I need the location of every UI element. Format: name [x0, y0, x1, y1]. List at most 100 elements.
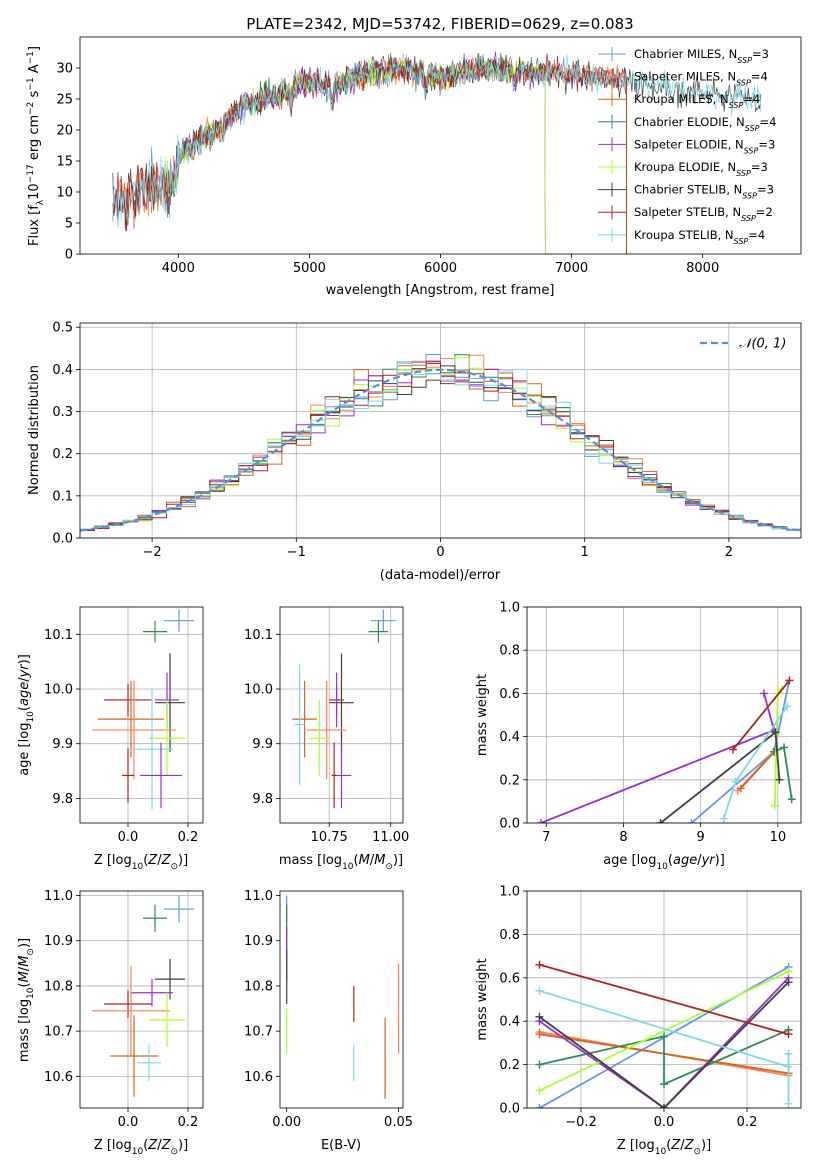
y-tick-label: 9.8	[252, 792, 273, 807]
x-tick-label: 0.00	[272, 1115, 301, 1130]
y-tick-label: 10.6	[44, 1070, 73, 1085]
y-tick-label: 10.7	[244, 1025, 273, 1040]
x-tick-label: 6000	[424, 261, 457, 276]
x-tick-label: 2	[725, 545, 733, 560]
errorbar-chabrier-elodie	[143, 904, 167, 932]
weight-marker	[656, 819, 665, 823]
x-tick-label: 0.0	[118, 830, 139, 845]
weight-series-chabrier-stelib	[535, 978, 793, 1108]
x-tick-label: 10.75	[311, 830, 348, 845]
y-axis-label: mass [log10(M/M⊙)]	[17, 938, 36, 1062]
weight-series-kroupa-elodie	[535, 967, 793, 1095]
normal-curve	[80, 368, 801, 532]
residuals-panel: −2 −1 0 1 2 0.0 0.1 0.2 0.3 0.4 0.5 (data-model)/er…	[27, 321, 802, 583]
plot-area	[80, 354, 801, 533]
spectrum-line-salpeter-stelib	[112, 53, 627, 254]
weight-marker	[785, 676, 794, 685]
errorbar-salpeter-miles	[307, 680, 347, 780]
x-tick-label: 10	[770, 830, 787, 845]
legend-label: Chabrier MILES, NSSP=3	[634, 47, 769, 65]
axes-frame	[79, 36, 802, 255]
legend-label: Salpeter STELIB, NSSP=2	[634, 205, 773, 223]
y-tick-label: 10.7	[44, 1025, 73, 1040]
errorbar-chabrier-miles	[164, 895, 194, 923]
weight-marker	[731, 777, 740, 786]
y-tick-label: 30	[56, 62, 73, 77]
spectrum-line-kroupa-elodie	[164, 57, 546, 254]
errorbar-chabrier-elodie	[368, 620, 389, 643]
errorbar-chabrier-stelib	[155, 958, 185, 1000]
legend-label: Salpeter ELODIE, NSSP=3	[634, 137, 775, 155]
weight-series-kroupa-stelib	[535, 986, 793, 1108]
spectrum-line-kroupa-stelib	[112, 53, 762, 228]
x-tick-label: 8	[619, 830, 627, 845]
mass-vs-ebv-panel: 0.00 0.05 10.6 10.7 10.8 10.9 11.0 E(B-V)	[244, 889, 413, 1153]
y-tick-label: 1.0	[499, 601, 520, 616]
spectrum-legend: Chabrier MILES, NSSP=3 Salpeter MILES, NS…	[598, 47, 776, 245]
weight-marker	[759, 689, 768, 698]
errorbar-salpeter-miles	[92, 680, 176, 780]
weight-marker	[784, 1030, 793, 1039]
y-tick-label: 25	[56, 93, 73, 108]
y-tick-label: 0.6	[499, 687, 520, 702]
weight-marker	[784, 967, 793, 976]
x-tick-label: −2	[143, 545, 162, 560]
mass-vs-metallicity-panel: 0.0 0.2 10.6 10.7 10.8 10.9 11.0 Z [log10(Z/Z⊙)…	[17, 889, 204, 1157]
x-tick-label: 0.0	[654, 1115, 675, 1130]
plot-area	[286, 895, 400, 1099]
y-tick-label: 0.4	[499, 730, 520, 745]
y-tick-label: 1.0	[499, 885, 520, 900]
errorbar-kroupa-miles	[110, 1015, 158, 1097]
x-tick-label: 4000	[162, 261, 195, 276]
y-tick-label: 10	[56, 186, 73, 201]
errorbar-kroupa-miles	[292, 680, 317, 758]
y-tick-label: 0.0	[52, 532, 73, 547]
y-tick-label: 10.0	[44, 683, 73, 698]
y-tick-label: 0.8	[499, 644, 520, 659]
weight-marker	[660, 1032, 668, 1041]
y-tick-label: 5	[65, 217, 73, 232]
y-axis-label: mass weight	[475, 958, 490, 1040]
spectrum-line-salpeter-miles	[112, 53, 627, 254]
x-tick-label: −1	[287, 545, 306, 560]
legend-label: Chabrier ELODIE, NSSP=4	[634, 115, 776, 133]
weight-marker	[784, 1049, 793, 1058]
legend-label: Kroupa ELODIE, NSSP=3	[634, 160, 768, 178]
weight-marker	[784, 978, 793, 987]
x-tick-label: −0.2	[565, 1115, 597, 1130]
y-tick-label: 0.3	[52, 405, 73, 420]
weight-marker	[687, 819, 696, 823]
errorbar-salpeter-stelib	[122, 748, 134, 803]
plot-area	[92, 609, 194, 810]
y-tick-label: 15	[56, 155, 73, 170]
errorbar-kroupa-stelib	[131, 689, 173, 810]
axes-frame	[279, 606, 404, 824]
y-axis-label: Normed distribution	[27, 365, 42, 495]
errorbar-chabrier-stelib	[329, 653, 354, 752]
weight-marker	[660, 1080, 668, 1089]
weight-marker	[535, 1060, 544, 1069]
axes-frame	[79, 890, 204, 1109]
errorbar-salpeter-elodie	[331, 672, 342, 728]
errorbar-salpeter-elodie	[131, 979, 173, 1007]
x-tick-label: 11.00	[372, 830, 409, 845]
y-tick-label: 10.8	[44, 979, 73, 994]
age-vs-mass-panel: 10.75 11.00 9.8 9.9 10.0 10.1 mass [log10(M/M⊙…	[244, 606, 409, 872]
errorbar-chabrier-miles	[164, 609, 194, 632]
x-tick-label: 0	[436, 545, 444, 560]
x-tick-label: 9	[697, 830, 705, 845]
errorbar-kroupa-stelib	[294, 664, 305, 785]
y-tick-label: 9.9	[252, 737, 273, 752]
spectrum-line-kroupa-miles	[112, 54, 627, 254]
x-tick-label: 8000	[686, 261, 719, 276]
weight-marker	[729, 745, 738, 754]
errorbar-salpeter-stelib	[104, 683, 152, 717]
y-tick-label: 10.6	[244, 1070, 273, 1085]
x-tick-label: 0.2	[178, 1115, 199, 1130]
y-tick-label: 0.0	[499, 1102, 520, 1117]
weight-series-salpeter-stelib	[729, 676, 794, 754]
y-tick-label: 10.8	[244, 979, 273, 994]
errorbar-chabrier-miles	[371, 609, 396, 632]
errorbar-chabrier-elodie	[143, 620, 167, 643]
